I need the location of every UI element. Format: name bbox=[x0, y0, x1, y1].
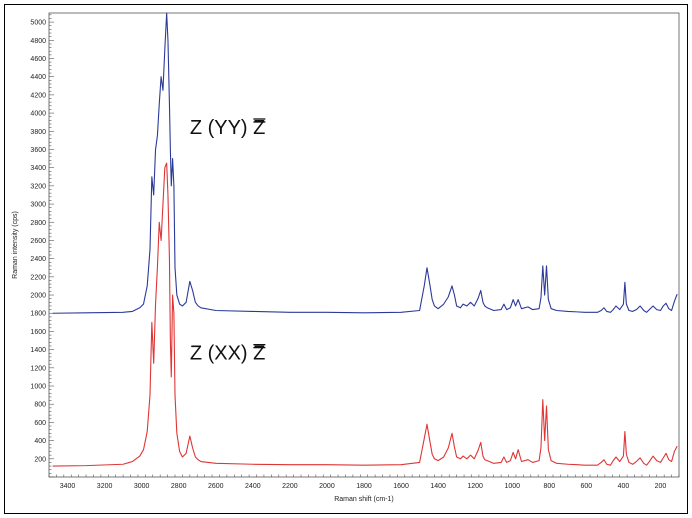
x-tick-label: 200 bbox=[655, 483, 667, 490]
y-tick-label: 200 bbox=[34, 456, 46, 463]
plot-border bbox=[48, 12, 680, 478]
series-lines bbox=[52, 12, 678, 467]
x-tick-label: 600 bbox=[581, 483, 593, 490]
y-tick-label: 3200 bbox=[30, 183, 46, 190]
x-tick-label: 2200 bbox=[282, 483, 298, 490]
x-axis-title: Raman shift (cm-1) bbox=[334, 496, 394, 503]
y-tick-label: 3600 bbox=[30, 147, 46, 154]
y-axis: 200 400 600 800 1000 1200 1400 1600 1800 2000 2200… bbox=[30, 14, 54, 478]
x-tick-label: 800 bbox=[543, 483, 555, 490]
y-tick-label: 3000 bbox=[30, 202, 46, 209]
y-tick-label: 3400 bbox=[30, 165, 46, 172]
y-tick-label: 4000 bbox=[30, 111, 46, 118]
annotation-label: Z (YY) Z bbox=[190, 117, 266, 139]
y-tick-label: 1200 bbox=[30, 365, 46, 372]
x-tick-label: 1400 bbox=[430, 483, 446, 490]
y-tick-label: 4800 bbox=[30, 38, 46, 45]
y-tick-label: 2000 bbox=[30, 293, 46, 300]
x-tick-label: 400 bbox=[618, 483, 630, 490]
y-axis-title: Raman intensity (cps) bbox=[12, 211, 19, 279]
y-tick-label: 400 bbox=[34, 438, 46, 445]
y-tick-label: 600 bbox=[34, 420, 46, 427]
x-tick-label: 3200 bbox=[97, 483, 113, 490]
x-tick-label: 3400 bbox=[60, 483, 76, 490]
annotations: Z (YY) Z Z (XX) Z bbox=[190, 117, 266, 365]
raman-spectrum-chart: 200 400 600 800 1000 1200 1400 1600 1800 2000 2200… bbox=[12, 12, 680, 503]
y-tick-label: 2800 bbox=[30, 220, 46, 227]
y-tick-label: 1800 bbox=[30, 311, 46, 318]
x-tick-label: 1800 bbox=[356, 483, 372, 490]
y-tick-label: 4600 bbox=[30, 56, 46, 63]
y-tick-label: 1600 bbox=[30, 329, 46, 336]
x-tick-label: 2400 bbox=[245, 483, 261, 490]
x-tick-label: 2600 bbox=[208, 483, 224, 490]
y-tick-label: 4400 bbox=[30, 74, 46, 81]
series-line-0 bbox=[52, 12, 678, 314]
y-tick-label: 5000 bbox=[30, 20, 46, 27]
y-tick-label: 1000 bbox=[30, 384, 46, 391]
x-tick-label: 1600 bbox=[393, 483, 409, 490]
x-tick-label: 2800 bbox=[171, 483, 187, 490]
y-tick-label: 2600 bbox=[30, 238, 46, 245]
plot-area bbox=[48, 12, 680, 478]
y-tick-label: 800 bbox=[34, 402, 46, 409]
y-tick-label: 2400 bbox=[30, 256, 46, 263]
chart-frame: 200 400 600 800 1000 1200 1400 1600 1800 2000 2200… bbox=[4, 4, 688, 514]
x-tick-label: 1000 bbox=[504, 483, 520, 490]
x-tick-label: 1200 bbox=[467, 483, 483, 490]
y-tick-label: 1400 bbox=[30, 347, 46, 354]
y-tick-label: 4200 bbox=[30, 92, 46, 99]
annotation-label: Z (XX) Z bbox=[190, 343, 266, 365]
x-tick-label: 2000 bbox=[319, 483, 335, 490]
y-tick-label: 2200 bbox=[30, 274, 46, 281]
y-tick-label: 3800 bbox=[30, 129, 46, 136]
x-tick-label: 3000 bbox=[134, 483, 150, 490]
series-line-1 bbox=[52, 162, 678, 467]
x-axis: 3400 3200 3000 2800 2600 2400 2200 2000 1800 1600… bbox=[48, 474, 680, 490]
